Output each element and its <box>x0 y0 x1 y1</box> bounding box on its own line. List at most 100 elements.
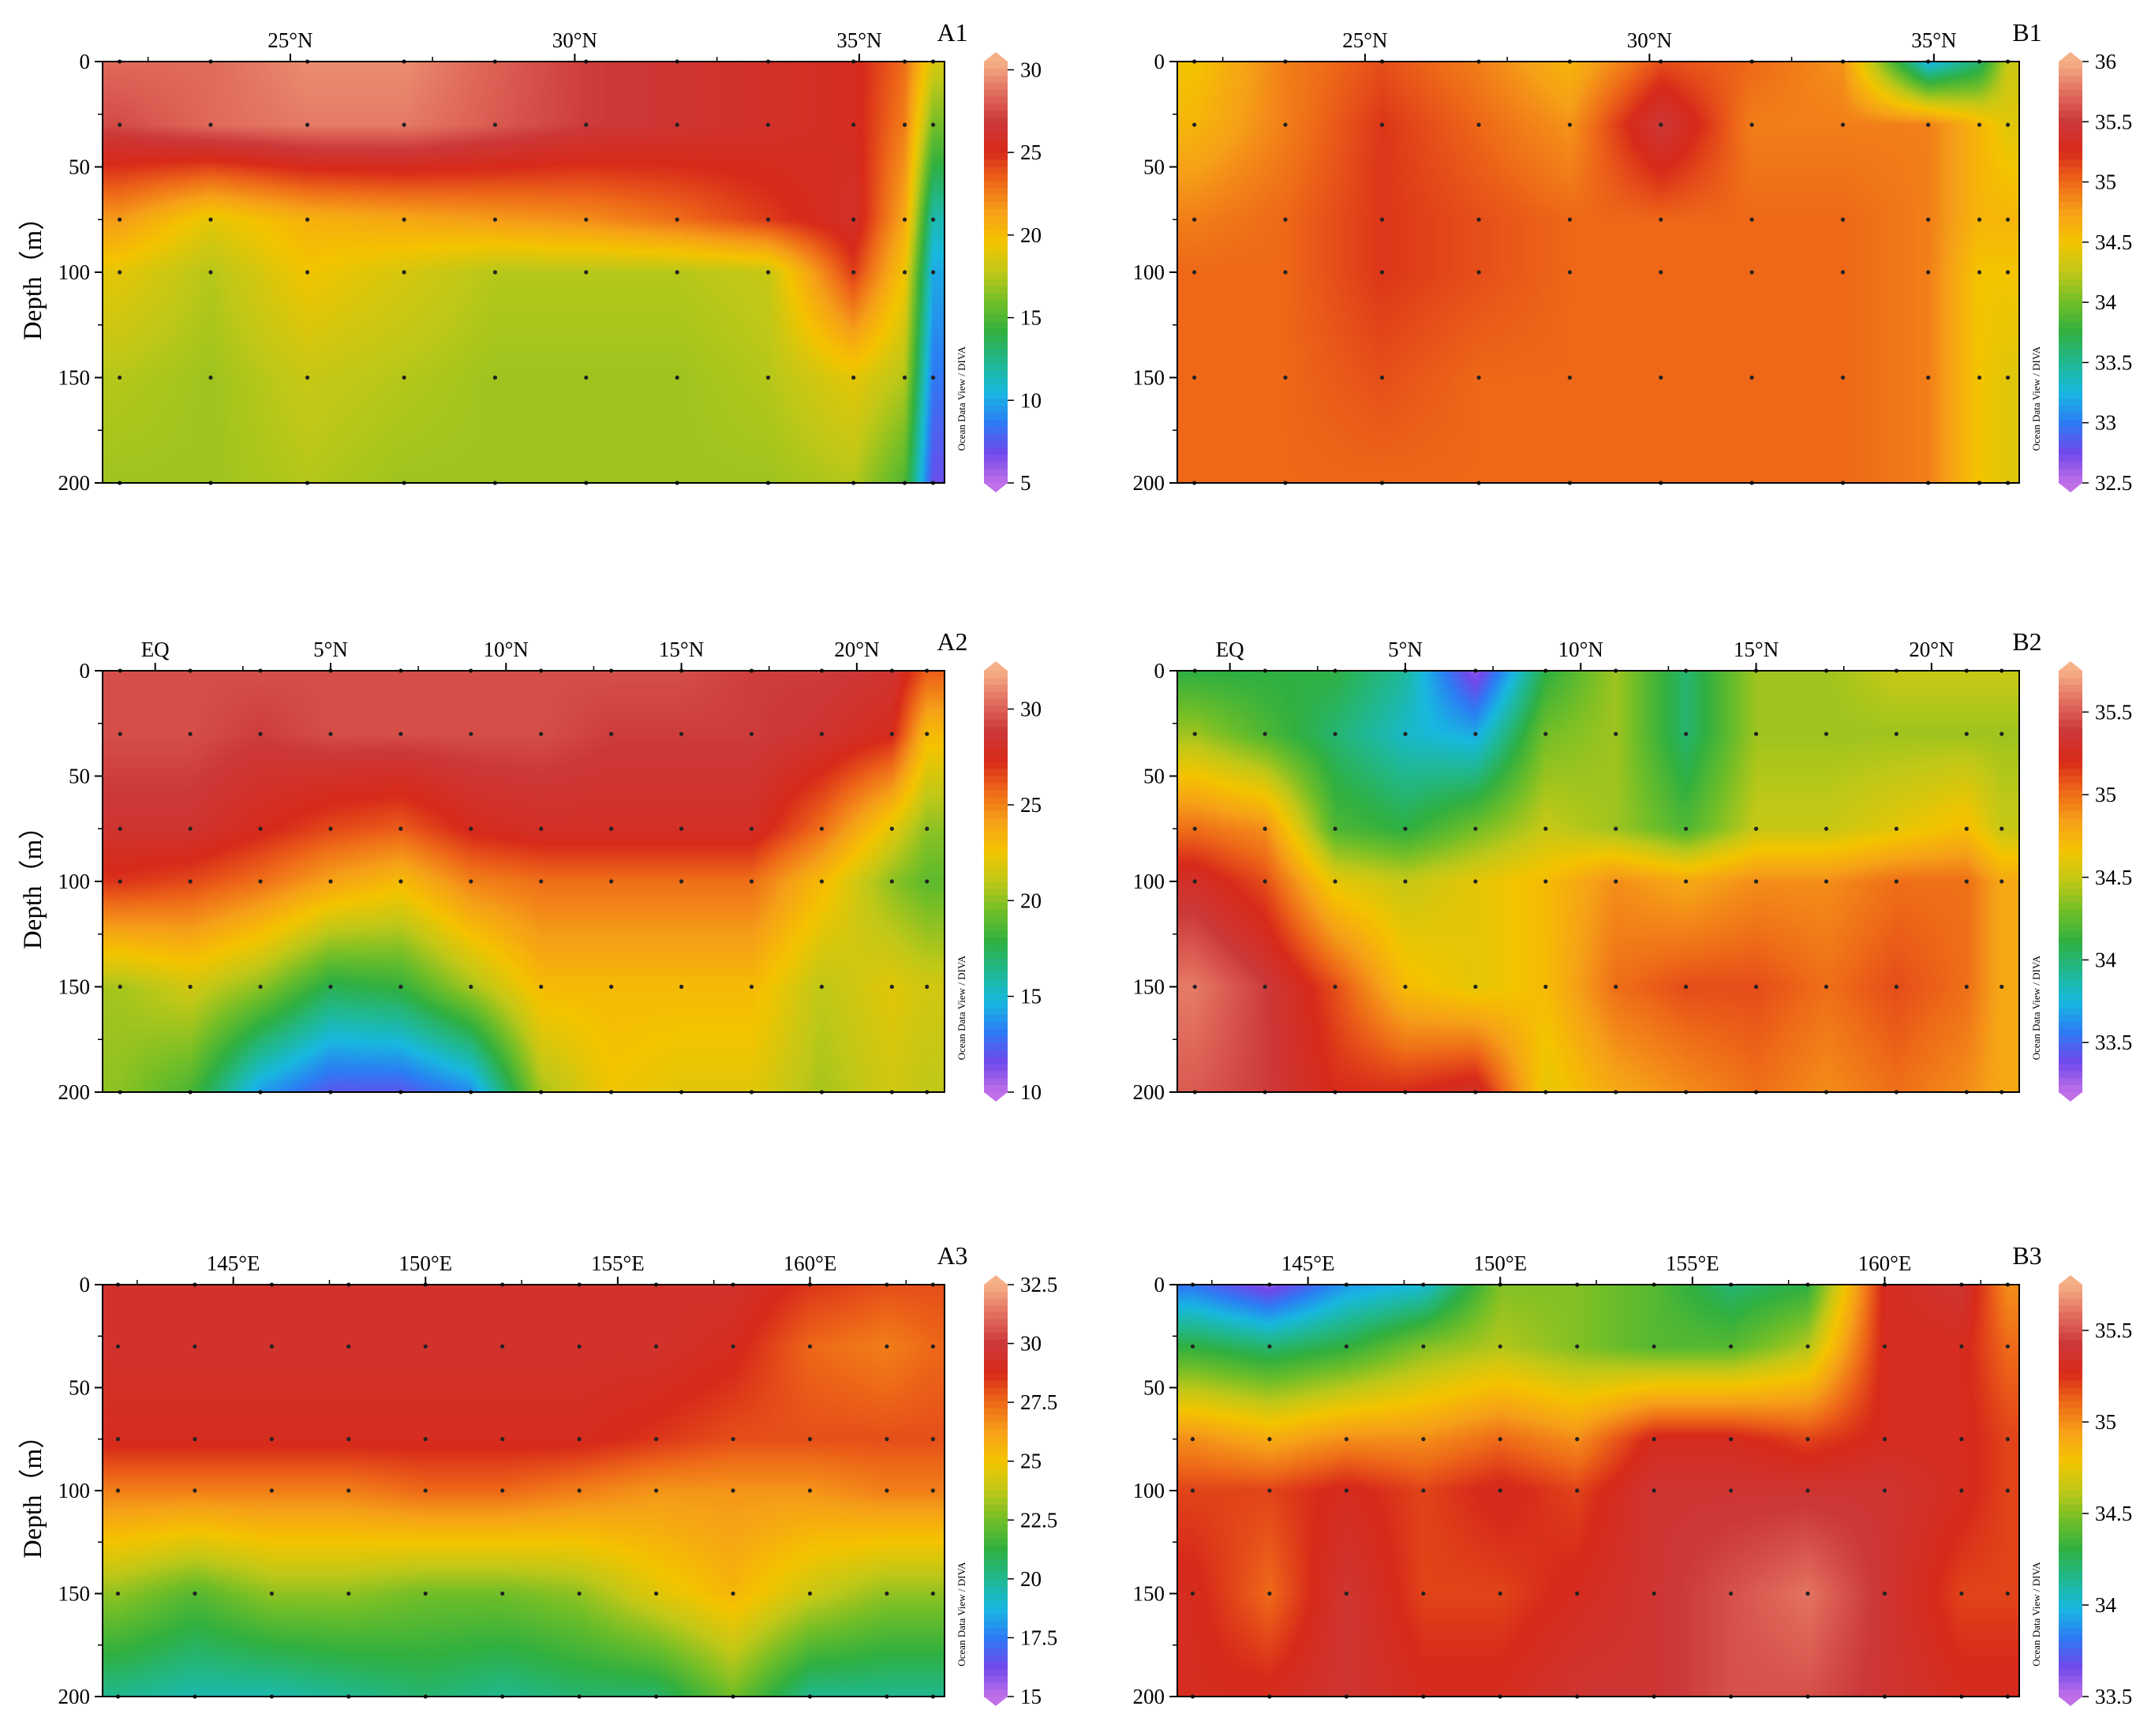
colorbar-segment <box>984 145 1008 154</box>
sample-dot <box>930 1591 935 1596</box>
colorbar-segment <box>2059 1491 2082 1498</box>
colorbar-segment <box>2059 691 2082 700</box>
y-tick-label: 200 <box>1133 1080 1165 1104</box>
colorbar-segment <box>984 677 1008 686</box>
colorbar-segment <box>984 195 1008 203</box>
sample-dot <box>269 1488 274 1493</box>
colorbar-segment <box>984 1491 1008 1498</box>
colorbar-segment <box>984 1641 1008 1650</box>
colorbar-segment <box>2059 1538 2082 1547</box>
sample-dot <box>749 879 754 884</box>
colorbar-segment <box>2059 797 2082 806</box>
colorbar-segment <box>2059 986 2082 995</box>
sample-dot <box>1192 270 1197 275</box>
sample-dot <box>469 879 473 884</box>
colorbar-segment <box>2059 188 2082 196</box>
colorbar-segment <box>984 1456 1008 1465</box>
colorbar-segment <box>2059 202 2082 210</box>
sample-dot <box>653 1488 659 1493</box>
sample-dot <box>749 731 754 736</box>
colorbar-segment <box>2059 174 2082 182</box>
colorbar-segment <box>984 293 1008 301</box>
colorbar-segment <box>2059 741 2082 749</box>
colorbar-segment <box>984 952 1008 960</box>
colorbar-segment <box>2059 811 2082 819</box>
sample-dot <box>765 270 771 275</box>
sample-dot <box>2005 1591 2010 1596</box>
colorbar-segment <box>984 1415 1008 1423</box>
colorbar-segment <box>984 1586 1008 1595</box>
sample-dot <box>889 731 894 736</box>
x-tick-label: 20°N <box>1909 638 1954 661</box>
colorbar-segment <box>2059 825 2082 833</box>
sample-dot <box>188 984 193 990</box>
sample-dot <box>402 217 406 222</box>
colorbar-segment <box>984 279 1008 287</box>
sample-dot <box>118 826 122 831</box>
colorbar-top-cap <box>984 52 1008 62</box>
colorbar-tick-label: 34.5 <box>2095 230 2132 254</box>
colorbar-segment <box>2059 1648 2082 1656</box>
sample-dot <box>1263 731 1267 736</box>
sample-dot <box>577 1488 582 1493</box>
sample-dot <box>765 122 771 127</box>
colorbar-segment <box>2059 370 2082 379</box>
colorbar-segment <box>2059 125 2082 133</box>
colorbar-segment <box>984 363 1008 372</box>
colorbar-segment <box>984 853 1008 862</box>
sample-dot <box>1379 217 1385 222</box>
colorbar-segment <box>984 1538 1008 1547</box>
x-tick-label: 10°N <box>484 638 529 661</box>
sample-dot <box>1749 217 1754 222</box>
sample-dot <box>1333 826 1337 831</box>
sample-dot <box>305 375 310 380</box>
colorbar-segment <box>984 300 1008 309</box>
colorbar-segment <box>984 769 1008 777</box>
sample-dot <box>423 1591 428 1596</box>
colorbar-segment <box>2059 1511 2082 1519</box>
sample-dot <box>1977 375 1982 380</box>
sample-dot <box>1476 270 1481 275</box>
sample-dot <box>930 270 936 275</box>
y-tick-label: 0 <box>1154 50 1165 73</box>
colorbar-segment <box>984 328 1008 337</box>
colorbar-segment <box>984 349 1008 357</box>
colorbar-segment <box>984 138 1008 147</box>
sample-dot <box>885 1344 889 1349</box>
sample-dot <box>1840 217 1846 222</box>
sample-dot <box>402 270 406 275</box>
colorbar-tick-label: 10 <box>1020 388 1042 412</box>
colorbar-segment <box>2059 761 2082 770</box>
sample-dot <box>1659 375 1663 380</box>
sample-dot <box>1421 1591 1426 1596</box>
sample-dot <box>1614 826 1618 831</box>
colorbar-segment <box>2059 1380 2082 1389</box>
sample-dot <box>1977 270 1982 275</box>
sample-dot <box>807 1437 813 1442</box>
colorbar-segment <box>984 159 1008 168</box>
sample-dot <box>2005 375 2011 380</box>
colorbar-segment <box>2059 790 2082 799</box>
y-tick-label: 100 <box>1133 1479 1165 1502</box>
colorbar-segment <box>984 377 1008 386</box>
x-tick-label: 15°N <box>1734 638 1779 661</box>
sample-dot <box>539 879 544 884</box>
colorbar-segment <box>2059 734 2082 742</box>
sample-dot <box>1344 1591 1349 1596</box>
colorbar-segment <box>2059 103 2082 112</box>
sample-dot <box>675 375 679 380</box>
sample-dot <box>1959 1437 1964 1442</box>
colorbar-segment <box>984 1394 1008 1402</box>
colorbar-segment <box>2059 783 2082 791</box>
sample-dot <box>1403 826 1408 831</box>
colorbar-segment <box>2059 1394 2082 1402</box>
colorbar-segment <box>2059 671 2082 679</box>
sample-dot <box>1959 1488 1964 1493</box>
sample-dot <box>1283 122 1288 127</box>
sample-dot <box>851 375 856 380</box>
sample-dot <box>851 122 856 127</box>
colorbar-segment <box>984 1346 1008 1354</box>
colorbar-segment <box>984 1332 1008 1341</box>
colorbar-segment <box>984 754 1008 763</box>
y-axis-title: Depth（m） <box>19 814 47 949</box>
